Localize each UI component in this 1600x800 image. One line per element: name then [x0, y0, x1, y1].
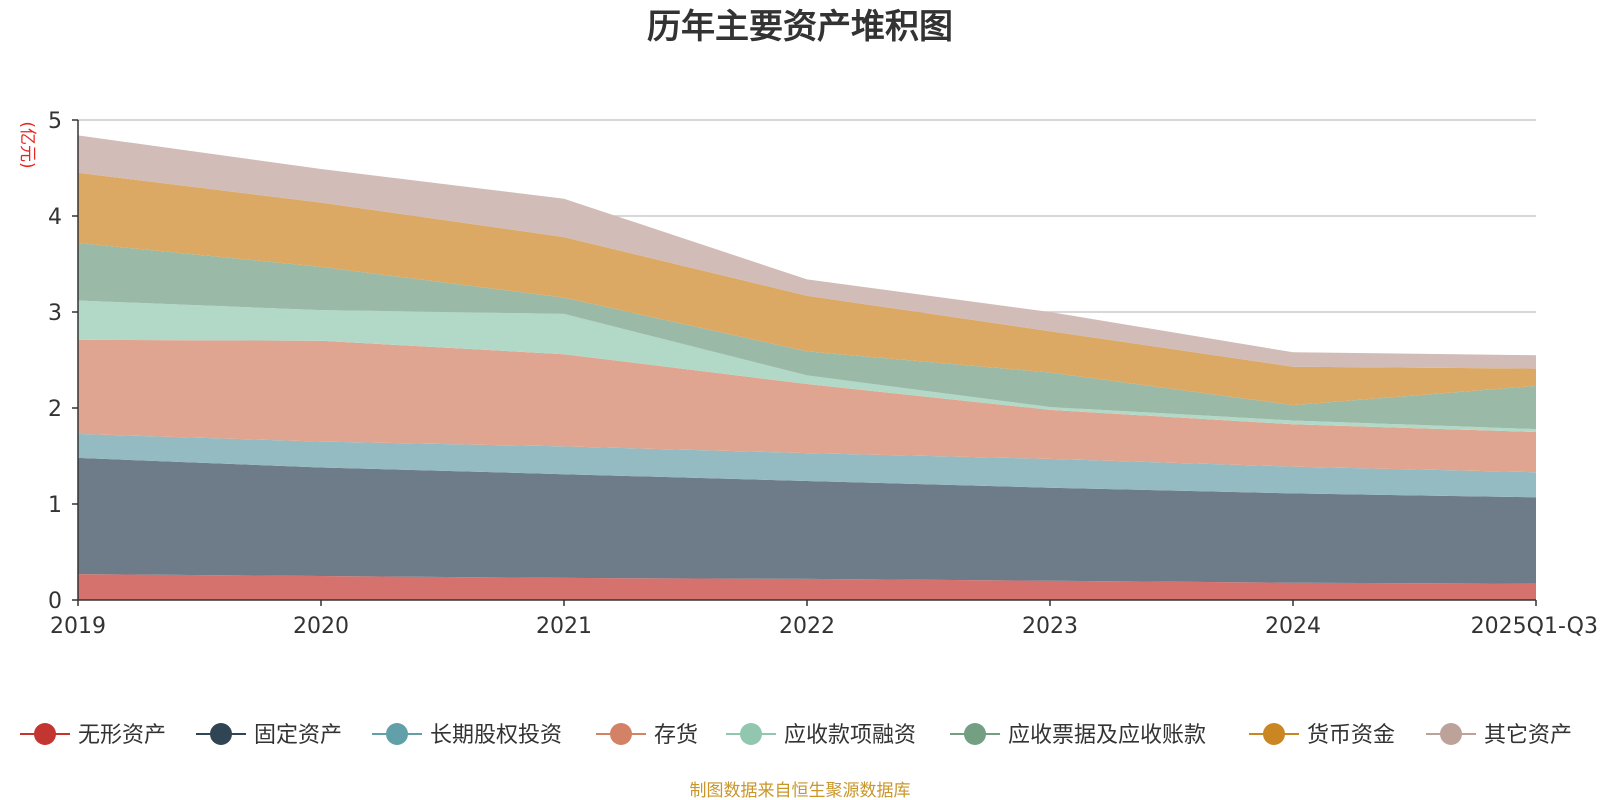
legend-item-3[interactable]: 长期股权投资 [372, 723, 562, 748]
legend-marker-icon [210, 723, 232, 745]
y-tick-label: 1 [48, 493, 62, 518]
x-tick-label: 2023 [1022, 614, 1078, 639]
legend-marker-icon [740, 723, 762, 745]
legend-label: 固定资产 [254, 723, 342, 748]
area-series-7 [78, 172, 1536, 406]
legend-label: 存货 [654, 723, 698, 748]
legend-label: 无形资产 [78, 723, 166, 748]
legend-item-1[interactable]: 无形资产 [20, 723, 166, 748]
legend-marker-icon [34, 723, 56, 745]
x-tick-label: 2025Q1-Q3 [1471, 614, 1598, 639]
x-tick-label: 2019 [50, 614, 106, 639]
legend-item-7[interactable]: 货币资金 [1249, 723, 1395, 748]
legend-marker-icon [1263, 723, 1285, 745]
area-series-5 [78, 300, 1536, 432]
legend-item-6[interactable]: 应收票据及应收账款 [950, 723, 1206, 748]
x-tick-label: 2024 [1265, 614, 1321, 639]
legend-label: 货币资金 [1307, 723, 1395, 748]
legend[interactable]: 无形资产 固定资产 长期股权投资 存货 应收款项融资 应收票据及应收账款 货币资金 其它资产 [20, 723, 1572, 748]
legend-marker-icon [1440, 723, 1462, 745]
area-series-8 [78, 135, 1536, 369]
x-tick-label: 2020 [293, 614, 349, 639]
y-tick-label: 5 [48, 109, 62, 134]
y-axis-unit: (亿元) [17, 121, 37, 168]
axes: 0 1 2 3 4 5 2019 2020 2021 2022 2023 2024 2025Q1-Q3 [48, 109, 1598, 639]
area-series-4 [78, 339, 1536, 473]
y-tick-label: 0 [48, 589, 62, 614]
legend-label: 其它资产 [1484, 723, 1572, 748]
area-series-group [78, 135, 1536, 600]
legend-item-8[interactable]: 其它资产 [1426, 723, 1572, 748]
source-note: 制图数据来自恒生聚源数据库 [690, 781, 911, 800]
chart-title: 历年主要资产堆积图 [647, 7, 953, 47]
legend-item-2[interactable]: 固定资产 [196, 723, 342, 748]
legend-label: 长期股权投资 [430, 723, 562, 748]
legend-item-5[interactable]: 应收款项融资 [726, 723, 916, 748]
legend-marker-icon [610, 723, 632, 745]
legend-label: 应收款项融资 [784, 723, 916, 748]
y-tick-label: 4 [48, 205, 62, 230]
y-tick-label: 2 [48, 397, 62, 422]
x-tick-label: 2021 [536, 614, 592, 639]
legend-marker-icon [964, 723, 986, 745]
y-tick-label: 3 [48, 301, 62, 326]
area-series-6 [78, 242, 1536, 430]
area-series-3 [78, 433, 1536, 498]
area-series-1 [78, 574, 1536, 600]
area-series-2 [78, 457, 1536, 584]
legend-marker-icon [386, 723, 408, 745]
legend-item-4[interactable]: 存货 [596, 723, 698, 748]
x-tick-label: 2022 [779, 614, 835, 639]
legend-label: 应收票据及应收账款 [1008, 723, 1206, 748]
